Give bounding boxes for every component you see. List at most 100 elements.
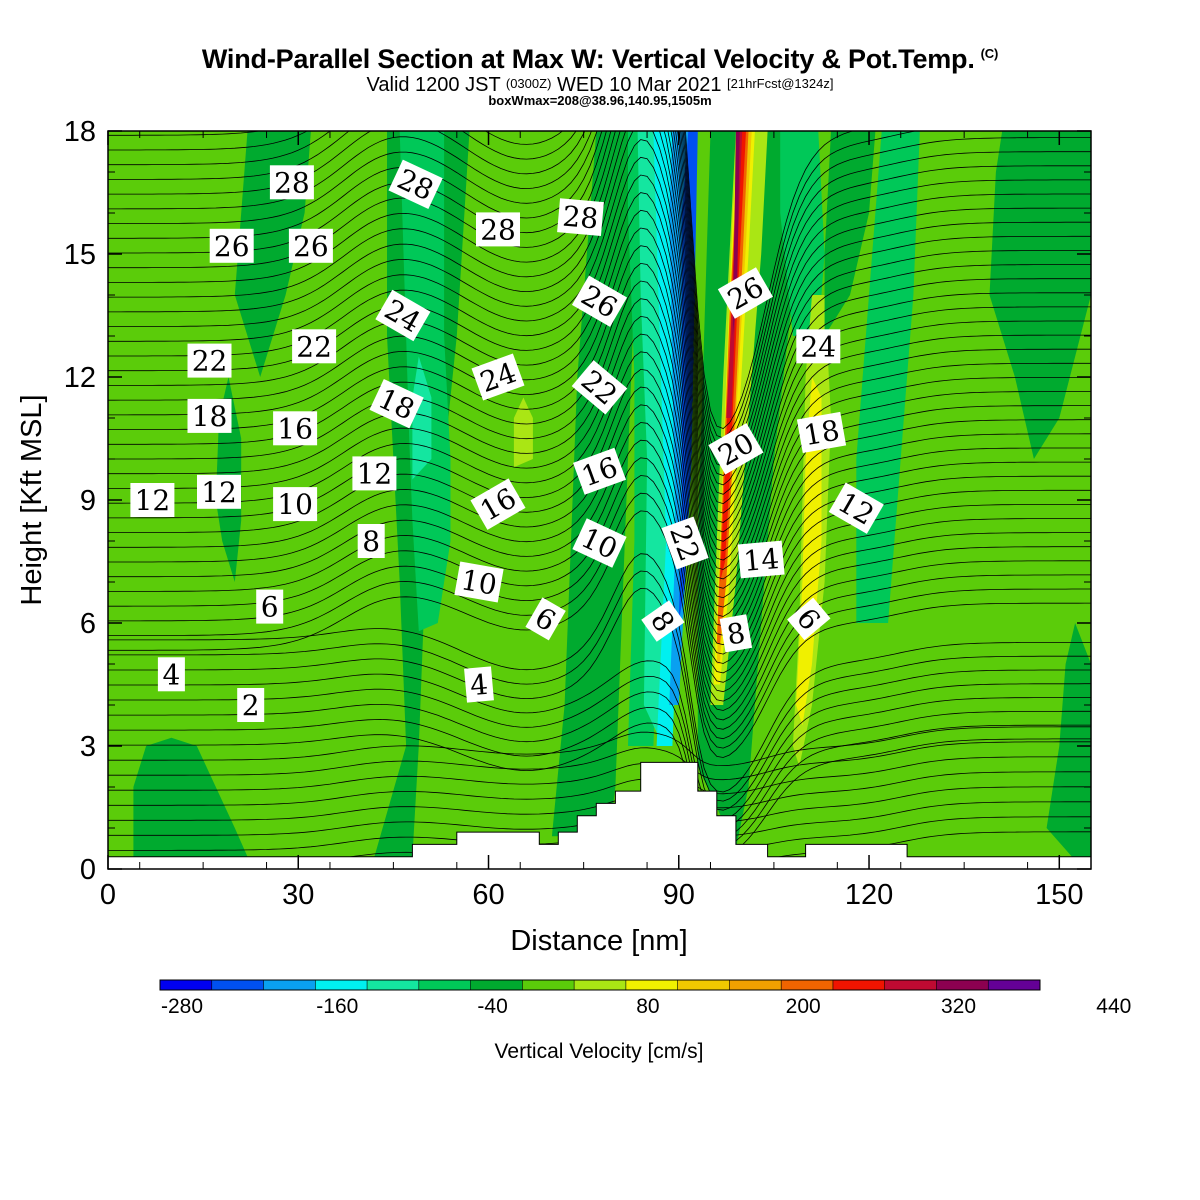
contour-label-text: 26	[293, 230, 329, 263]
contour-label: 24	[471, 353, 525, 401]
contour-label: 18	[796, 411, 847, 453]
theta-contour	[108, 351, 1091, 674]
contour-label-box	[661, 516, 709, 570]
contour-label: 6	[256, 589, 284, 624]
theta-contour	[108, 139, 1091, 561]
theta-contour	[108, 492, 1091, 749]
contour-label-text: 26	[214, 230, 250, 263]
contour-label-box	[525, 597, 566, 641]
contour-label: 28	[388, 159, 443, 210]
contour-label-box	[787, 597, 831, 641]
velocity-region	[796, 377, 822, 726]
contour-label: 28	[557, 198, 604, 236]
colorbar-tick-label: 320	[941, 995, 976, 1018]
contour-label-box	[573, 447, 626, 495]
contour-label-box	[375, 289, 431, 342]
colorbar-swatch	[470, 980, 523, 990]
theta-contour	[108, 422, 1091, 711]
contour-label-text: 18	[192, 400, 228, 433]
contour-label-text: 28	[561, 200, 599, 236]
theta-contour	[108, 660, 1091, 821]
contour-label: 12	[352, 456, 397, 491]
colorbar-swatch	[832, 980, 886, 990]
contour-label-box	[641, 600, 685, 642]
contour-label-text: 12	[201, 476, 237, 509]
theta-contour	[108, 675, 1091, 830]
contour-label: 16	[273, 411, 318, 446]
valid-utc: (0300Z)	[505, 76, 552, 91]
velocity-region	[513, 397, 533, 468]
colorbar-tick-label: 200	[786, 995, 821, 1018]
x-tick-label: 30	[282, 879, 314, 911]
contour-label-text: 18	[801, 414, 842, 453]
contour-label: 28	[476, 212, 520, 247]
contour-label-box	[708, 423, 764, 475]
copyright-mark: (C)	[980, 46, 999, 61]
colorbar-label: Vertical Velocity [cm/s]	[495, 1040, 704, 1063]
contour-label-text: 8	[362, 525, 380, 558]
terrain	[108, 761, 1091, 869]
colorbar-swatch	[522, 980, 575, 990]
theta-contour	[108, 691, 1091, 839]
theta-contour	[108, 262, 1091, 627]
contour-label-text: 10	[277, 488, 313, 521]
theta-contour	[108, 131, 1091, 486]
contour-label-box	[237, 688, 265, 722]
colorbar-swatch	[211, 980, 265, 990]
contour-label-box	[571, 360, 628, 415]
theta-contour	[108, 510, 1091, 758]
contour-label-box	[557, 198, 604, 236]
velocity-region	[824, 131, 876, 336]
contour-label-box	[209, 228, 254, 263]
contour-label-box	[796, 329, 841, 364]
contour-label-box	[273, 487, 318, 522]
contour-label: 22	[292, 329, 337, 364]
valid-time-line: Valid 1200 JST (0300Z) WED 10 Mar 2021 […	[0, 74, 1200, 97]
x-tick-label: 120	[845, 879, 893, 911]
contour-label: 12	[130, 483, 175, 517]
theta-contour	[108, 726, 1091, 767]
theta-contour	[108, 707, 1091, 848]
forecast-info: [21hrFcst@1324z]	[727, 76, 834, 91]
theta-contour	[108, 756, 1091, 795]
chart-title: Wind-Parallel Section at Max W: Vertical…	[0, 44, 1200, 75]
y-tick-label: 12	[64, 362, 96, 394]
contour-label-box	[369, 378, 424, 429]
theta-contour	[108, 553, 1091, 793]
contour-label: 22	[187, 343, 232, 378]
contour-label: 18	[187, 398, 232, 433]
colorbar-swatch	[367, 980, 420, 990]
velocity-region	[1046, 623, 1091, 857]
colorbar-swatch	[988, 980, 1041, 990]
contour-label-text: 4	[469, 668, 490, 702]
theta-contour	[108, 771, 1091, 809]
colorbar-swatch	[936, 980, 989, 990]
y-axis-label: Height [Kft MSL]	[16, 394, 48, 605]
contour-label: 26	[288, 228, 333, 263]
contour-label: 10	[572, 518, 627, 568]
contour-label-box	[187, 398, 232, 433]
contour-label: 26	[209, 228, 254, 263]
contour-label-box	[471, 353, 525, 401]
contour-label: 10	[454, 561, 504, 603]
contour-label-box	[464, 666, 494, 703]
contour-label-box	[157, 657, 185, 692]
theta-contour	[108, 131, 1091, 495]
contour-label-text: 8	[724, 616, 747, 652]
colorbar-tick-label: -40	[477, 995, 507, 1018]
theta-contour	[108, 333, 1091, 664]
contour-label: 12	[197, 474, 241, 509]
theta-contour	[108, 227, 1091, 608]
colorbar: -280 -160 -40 80 200 320 440	[159, 979, 1131, 1018]
contour-label-text: 22	[192, 345, 228, 378]
colorbar-swatch	[781, 980, 834, 990]
theta-contour	[108, 131, 1091, 523]
x-axis-label: Distance [nm]	[510, 925, 687, 957]
contour-label-text: 10	[458, 563, 499, 602]
contour-label-box	[737, 540, 785, 579]
contour-label-box	[476, 212, 520, 247]
contour-label-box	[719, 614, 753, 653]
colorbar-swatch	[625, 980, 679, 990]
